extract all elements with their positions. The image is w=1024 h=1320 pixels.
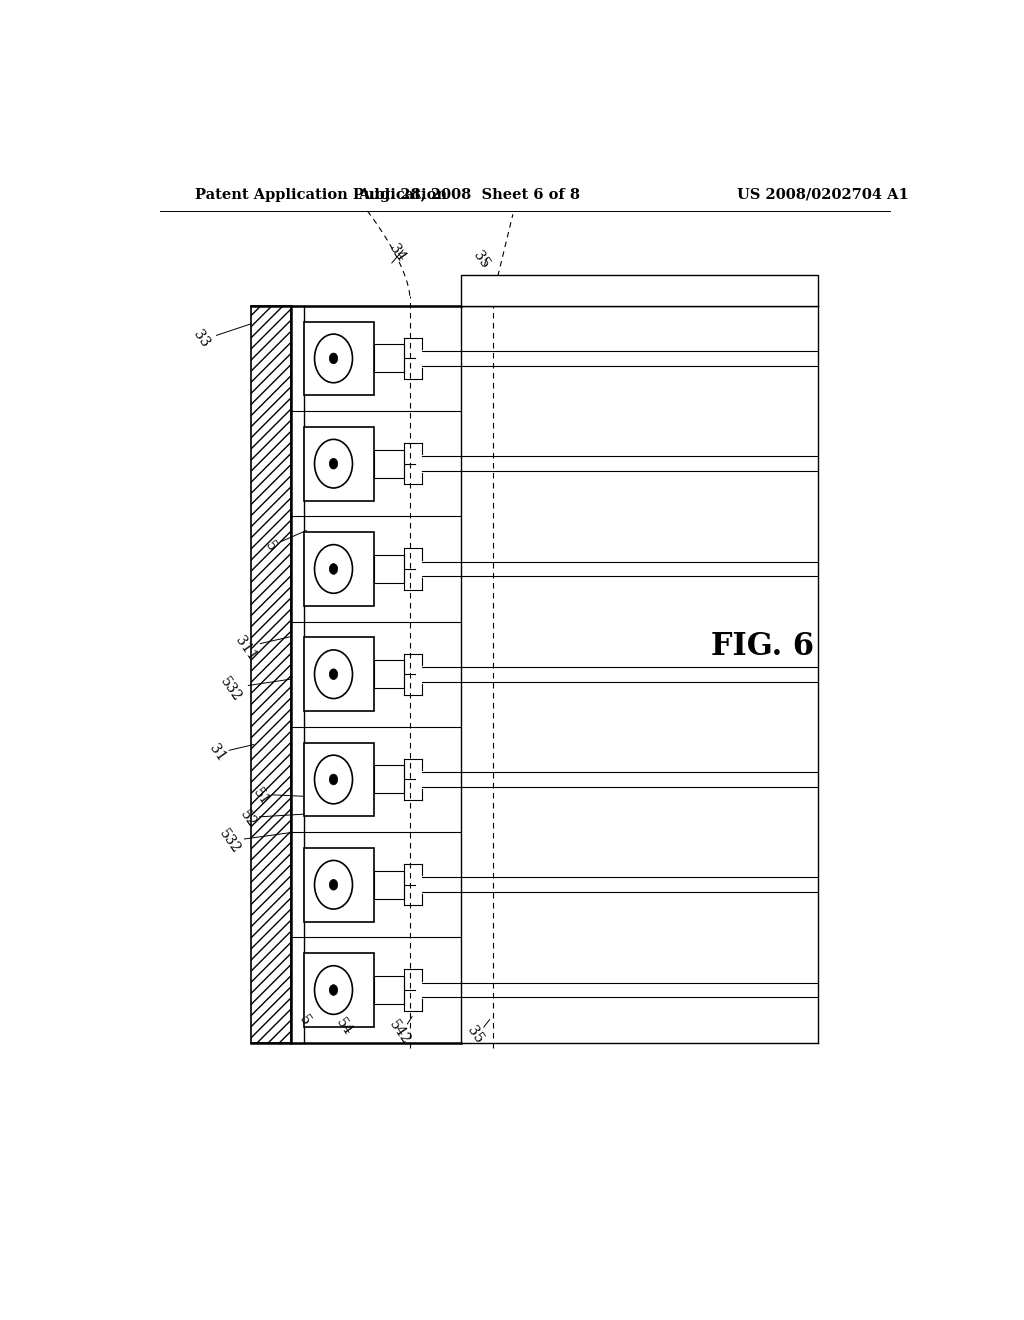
Text: Patent Application Publication: Patent Application Publication	[196, 187, 447, 202]
Bar	[304, 532, 374, 606]
Bar	[304, 953, 374, 1027]
Ellipse shape	[314, 440, 352, 488]
Ellipse shape	[314, 334, 352, 383]
Bar	[304, 743, 374, 816]
Ellipse shape	[330, 985, 338, 995]
Text: FIG. 6: FIG. 6	[712, 631, 814, 661]
Ellipse shape	[330, 879, 338, 890]
Ellipse shape	[330, 564, 338, 574]
Ellipse shape	[314, 545, 352, 593]
Bar	[304, 322, 374, 395]
Text: 33: 33	[190, 329, 212, 351]
Bar	[374, 660, 404, 688]
Ellipse shape	[330, 458, 338, 469]
Text: 34: 34	[387, 242, 409, 264]
Ellipse shape	[330, 669, 338, 680]
Ellipse shape	[330, 774, 338, 785]
Bar	[461, 276, 818, 306]
Bar	[374, 871, 404, 899]
Text: 5: 5	[262, 539, 280, 554]
Bar	[304, 426, 374, 500]
Bar	[374, 554, 404, 583]
Text: 311: 311	[232, 634, 259, 663]
Text: 54: 54	[333, 1016, 354, 1039]
Bar	[374, 450, 404, 478]
Bar	[251, 306, 291, 1043]
Ellipse shape	[314, 649, 352, 698]
Text: 532: 532	[216, 826, 243, 857]
Text: 52: 52	[238, 808, 259, 830]
Ellipse shape	[314, 861, 352, 909]
Text: Aug. 28, 2008  Sheet 6 of 8: Aug. 28, 2008 Sheet 6 of 8	[358, 187, 581, 202]
Text: US 2008/0202704 A1: US 2008/0202704 A1	[736, 187, 908, 202]
Text: 35: 35	[465, 1023, 486, 1045]
Bar	[374, 766, 404, 793]
Bar	[374, 345, 404, 372]
Text: 5: 5	[296, 1012, 312, 1028]
Bar	[374, 975, 404, 1005]
Ellipse shape	[330, 352, 338, 364]
Text: 31: 31	[206, 742, 227, 764]
Bar	[304, 638, 374, 711]
Text: 532: 532	[218, 675, 245, 704]
Text: 51: 51	[251, 785, 272, 808]
Ellipse shape	[314, 755, 352, 804]
Text: 542: 542	[386, 1018, 413, 1047]
Bar	[304, 847, 374, 921]
Ellipse shape	[314, 966, 352, 1014]
Text: 35: 35	[470, 249, 492, 271]
